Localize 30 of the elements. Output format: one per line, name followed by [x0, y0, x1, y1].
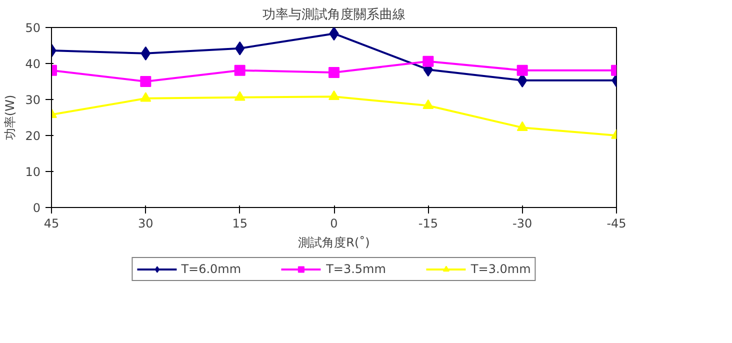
y-tick-label: 10: [25, 165, 41, 179]
x-tick-label: -30: [512, 216, 532, 230]
point: [516, 64, 528, 76]
x-tick-label: 45: [44, 216, 60, 230]
y-axis-title: 功率(W): [3, 94, 18, 140]
point: [234, 64, 246, 76]
x-axis-title: 測試角度R(˚): [298, 236, 370, 250]
point: [422, 56, 434, 67]
point: [140, 76, 152, 87]
x-tick-label: 30: [138, 216, 154, 230]
x-tick-label: -45: [606, 216, 626, 230]
legend-label: T=6.0mm: [181, 262, 242, 276]
y-tick-label: 30: [25, 93, 41, 107]
point: [422, 99, 434, 110]
y-tick-label: 20: [25, 129, 41, 143]
x-tick-label: 15: [232, 216, 248, 230]
x-tick-label: -15: [418, 216, 438, 230]
legend-label: T=3.5mm: [326, 262, 386, 276]
chart-title: 功率与測試角度關系曲線: [262, 6, 406, 22]
point: [140, 92, 152, 102]
point: [516, 121, 528, 131]
legend-label: T=3.0mm: [470, 262, 531, 276]
y-tick-label: 50: [25, 21, 41, 35]
point: [328, 90, 340, 100]
y-tick-label: 40: [25, 57, 41, 71]
point: [329, 28, 339, 41]
y-tick-label: 0: [32, 201, 41, 215]
x-tick-label: 0: [330, 216, 338, 230]
point: [328, 67, 340, 78]
point: [234, 91, 246, 101]
